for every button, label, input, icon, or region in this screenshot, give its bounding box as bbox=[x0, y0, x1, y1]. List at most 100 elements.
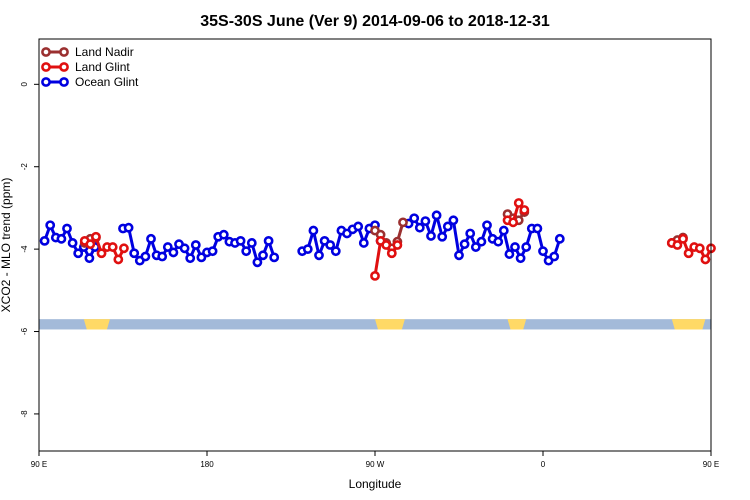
data-point bbox=[246, 238, 257, 248]
data-point bbox=[123, 222, 134, 233]
y-axis: 0 -2 -4 -6 -8 bbox=[20, 82, 39, 418]
data-point bbox=[442, 221, 453, 232]
x-tick-label: 90 W bbox=[366, 460, 385, 469]
data-point bbox=[454, 250, 464, 261]
data-point bbox=[386, 248, 397, 259]
data-point bbox=[538, 246, 548, 257]
data-point bbox=[470, 242, 481, 252]
data-point bbox=[119, 243, 129, 254]
data-point bbox=[269, 252, 280, 263]
data-point bbox=[498, 225, 509, 236]
data-point bbox=[513, 198, 524, 208]
y-tick-label: -8 bbox=[20, 410, 29, 418]
data-point bbox=[73, 248, 84, 259]
series-line bbox=[122, 226, 276, 264]
x-tick-label: 90 E bbox=[31, 460, 47, 469]
land-patch bbox=[83, 319, 110, 330]
data-point bbox=[179, 243, 190, 254]
data-point bbox=[140, 251, 151, 262]
data-point bbox=[325, 240, 336, 250]
data-point bbox=[91, 231, 101, 242]
x-tick-label: 180 bbox=[200, 460, 214, 469]
legend-label: Ocean Glint bbox=[75, 75, 139, 89]
legend-marker bbox=[41, 77, 51, 87]
y-tick-label: -6 bbox=[20, 327, 29, 335]
legend-label: Land Nadir bbox=[75, 45, 134, 59]
data-point bbox=[185, 253, 196, 264]
legend-marker bbox=[59, 77, 69, 87]
data-point bbox=[409, 213, 420, 224]
legend-item-ocean-glint: Ocean Glint bbox=[41, 75, 139, 89]
y-axis-label: XCO2 - MLO trend (ppm) bbox=[0, 178, 13, 313]
data-point bbox=[370, 270, 380, 281]
data-point bbox=[113, 254, 124, 265]
y-tick-label: -2 bbox=[20, 163, 29, 171]
data-point bbox=[482, 220, 492, 231]
data-point bbox=[700, 254, 711, 265]
data-point bbox=[459, 239, 470, 250]
data-point bbox=[694, 243, 705, 254]
data-point bbox=[448, 215, 459, 226]
data-point bbox=[39, 235, 50, 246]
legend-marker bbox=[41, 47, 51, 57]
x-axis-label: Longitude bbox=[349, 477, 402, 491]
land-patch bbox=[507, 319, 527, 330]
data-point bbox=[554, 233, 565, 244]
data-point bbox=[678, 233, 688, 244]
data-point bbox=[207, 246, 218, 257]
data-point bbox=[353, 221, 364, 232]
chart-title: 35S-30S June (Ver 9) 2014-09-06 to 2018-… bbox=[200, 13, 550, 30]
data-point bbox=[392, 240, 403, 250]
data-point bbox=[521, 242, 532, 252]
ocean-band bbox=[39, 319, 711, 330]
legend-marker bbox=[41, 62, 51, 72]
data-point bbox=[420, 216, 431, 227]
data-point bbox=[414, 222, 425, 233]
data-point bbox=[263, 235, 274, 246]
land-patch bbox=[671, 319, 706, 330]
data-point bbox=[218, 229, 229, 240]
data-point bbox=[162, 242, 173, 252]
data-point bbox=[508, 217, 519, 228]
data-point bbox=[62, 223, 72, 234]
legend-label: Land Glint bbox=[75, 60, 130, 74]
data-point bbox=[431, 210, 442, 221]
data-point bbox=[330, 246, 341, 257]
data-point bbox=[67, 238, 78, 248]
series-ocean-glint bbox=[39, 210, 565, 268]
data-point bbox=[504, 249, 515, 259]
data-point bbox=[302, 244, 313, 255]
y-tick-label: -4 bbox=[20, 245, 29, 253]
data-point bbox=[493, 236, 504, 247]
data-point bbox=[146, 233, 156, 244]
series-group bbox=[39, 198, 716, 281]
x-tick-label: 90 E bbox=[703, 460, 719, 469]
data-point bbox=[437, 231, 448, 242]
land-band bbox=[39, 319, 711, 330]
data-point bbox=[84, 253, 95, 264]
data-point bbox=[532, 223, 543, 234]
data-point bbox=[168, 247, 179, 258]
data-point bbox=[515, 253, 526, 264]
data-point bbox=[157, 251, 168, 262]
data-point bbox=[358, 238, 369, 248]
data-point bbox=[683, 248, 694, 259]
data-point bbox=[129, 248, 140, 259]
legend-item-land-nadir: Land Nadir bbox=[41, 45, 134, 59]
data-point bbox=[381, 240, 392, 250]
series-land-glint bbox=[79, 198, 716, 281]
legend-marker bbox=[59, 47, 69, 57]
data-point bbox=[519, 205, 530, 215]
series-line bbox=[43, 223, 97, 260]
x-axis: 90 E 180 90 W 0 90 E bbox=[31, 451, 719, 469]
legend-marker bbox=[59, 62, 69, 72]
data-point bbox=[258, 250, 268, 261]
data-point bbox=[96, 248, 107, 259]
data-point bbox=[510, 242, 520, 252]
land-patch bbox=[375, 319, 405, 330]
data-point bbox=[107, 242, 118, 252]
data-point bbox=[308, 225, 319, 236]
data-point bbox=[190, 240, 201, 250]
data-point bbox=[476, 236, 487, 247]
data-point bbox=[314, 250, 324, 261]
